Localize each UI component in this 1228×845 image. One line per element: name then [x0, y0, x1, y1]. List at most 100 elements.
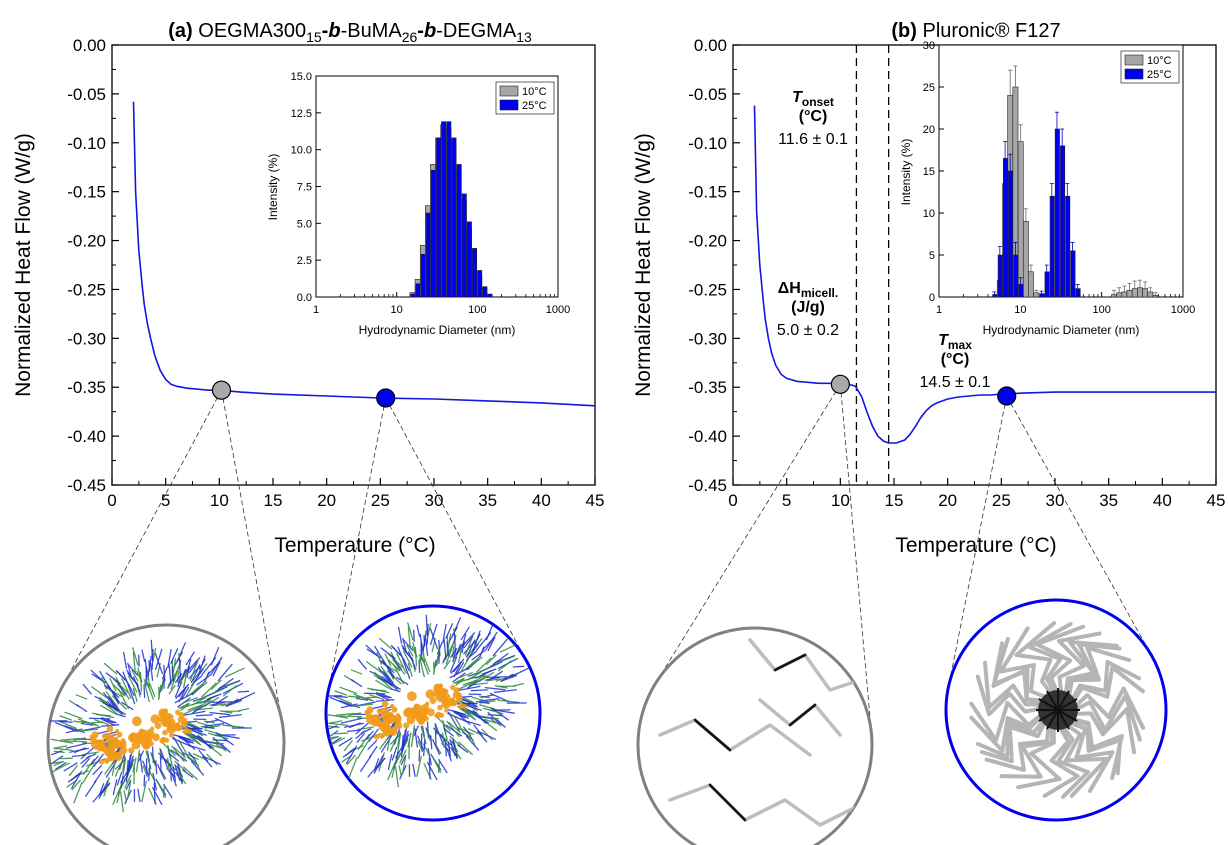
polymer-arm — [185, 725, 202, 733]
y-tick-label: -0.35 — [688, 378, 727, 397]
polymer-arm — [178, 702, 190, 709]
micelle-core-strand — [1057, 698, 1078, 711]
polymer-arm — [103, 692, 115, 707]
polymer-arm — [181, 697, 198, 704]
polymer-arm — [135, 749, 141, 773]
panel-b-inset-x-label: Hydrodynamic Diameter (nm) — [983, 323, 1140, 337]
polymer-arm — [407, 622, 414, 641]
polymer-arm — [346, 754, 356, 766]
polymer-arm — [422, 630, 427, 652]
polymer-arm — [126, 780, 132, 800]
hydrophobic-core — [98, 758, 105, 765]
polymer-arm — [453, 677, 465, 684]
polymer-arm — [378, 667, 390, 682]
polymer-arm — [112, 779, 118, 796]
polymer-arm — [141, 649, 146, 663]
polymer-arm — [417, 735, 425, 751]
polymer-arm — [339, 686, 358, 695]
polymer-arm — [357, 658, 367, 670]
polymer-arm — [92, 712, 115, 719]
hydrophobic-core — [163, 708, 168, 713]
polymer-arm — [105, 759, 118, 778]
hydrophobic-core — [115, 728, 120, 733]
polymer-arm — [424, 658, 431, 673]
polymer-arm — [186, 657, 201, 673]
polymer-arm — [65, 742, 88, 749]
inset-x-tick-label: 1 — [936, 304, 942, 316]
inset-bar — [1008, 170, 1014, 298]
title-part: - — [322, 20, 329, 42]
polymer-arm — [101, 676, 108, 690]
panel-a-markers — [211, 380, 396, 408]
polymer-arm — [420, 733, 423, 751]
polymer-arm — [173, 746, 186, 759]
polymer-arm — [367, 687, 390, 694]
polymer-arm — [448, 711, 460, 732]
polymer-arm — [122, 755, 126, 772]
hydrophobic-core — [425, 689, 435, 699]
polymer-arm — [356, 732, 366, 743]
polymer-arm — [395, 766, 399, 788]
polymer-arm — [213, 703, 226, 707]
polymer-arm — [202, 688, 224, 699]
hydrophobic-core — [381, 700, 389, 708]
polymer-arm — [467, 672, 480, 677]
panel-a-x-axis-label: Temperature (°C) — [274, 534, 435, 557]
polymer-arm — [127, 675, 138, 693]
micelle-core-strand — [1038, 698, 1059, 711]
polymer-arm — [167, 648, 172, 669]
micelle-arm — [1062, 721, 1109, 798]
polymer-arm — [379, 733, 392, 750]
polymer-arm — [168, 753, 180, 762]
micelle-arm — [999, 721, 1055, 779]
x-tick-label: 5 — [782, 491, 791, 510]
polymer-arm — [326, 713, 349, 719]
polymer-arm — [111, 762, 116, 776]
polymer-arm — [92, 764, 103, 776]
x-tick-label: 45 — [1207, 491, 1226, 510]
inset-legend-label: 25°C — [522, 100, 547, 112]
polymer-arm — [434, 730, 437, 745]
polymer-arm — [432, 757, 442, 773]
micelle-arm — [984, 719, 1051, 772]
polymer-arm — [476, 657, 492, 673]
inset-y-tick-label: 10 — [923, 208, 935, 220]
polymer-arm — [429, 628, 439, 650]
polymer-arm — [387, 759, 397, 780]
polymer-arm — [133, 766, 135, 785]
polymer-arm — [150, 639, 154, 662]
polymer-arm — [80, 722, 94, 726]
polymer-arm — [71, 779, 81, 791]
inset-bar — [1039, 293, 1045, 298]
micelle-arm — [1069, 665, 1145, 706]
annotation-value: 11.6 ± 0.1 — [778, 131, 848, 148]
polymer-arm — [445, 649, 452, 665]
x-tick-label: 5 — [161, 491, 170, 510]
polymer-arm — [163, 677, 165, 689]
polymer-arm — [124, 774, 132, 789]
inset-bar — [1049, 195, 1055, 298]
x-tick-label: 10 — [210, 491, 229, 510]
hydrophobic-core — [150, 714, 160, 724]
polymer-arm — [375, 679, 390, 689]
polymer-arm — [103, 719, 115, 726]
polymer-arm — [179, 735, 195, 742]
polymer-arm — [380, 665, 394, 684]
polymer-arm — [137, 667, 143, 683]
polymer-arm — [392, 658, 403, 670]
inset-bar — [1111, 294, 1117, 298]
polymer-arm — [171, 772, 177, 787]
polymer-arm — [419, 657, 425, 678]
polymer-arm — [477, 715, 496, 720]
polymer-arm — [492, 638, 508, 657]
polymer-arm — [438, 652, 440, 664]
polymer-arm — [192, 753, 206, 761]
heat-flow-line — [753, 105, 1216, 444]
polymer-arm — [467, 720, 481, 726]
polymer-arm — [363, 692, 386, 695]
zoom-line — [221, 390, 283, 722]
inset-bar — [1022, 221, 1029, 298]
polymer-arm — [182, 769, 194, 778]
polymer-arm — [413, 629, 415, 642]
